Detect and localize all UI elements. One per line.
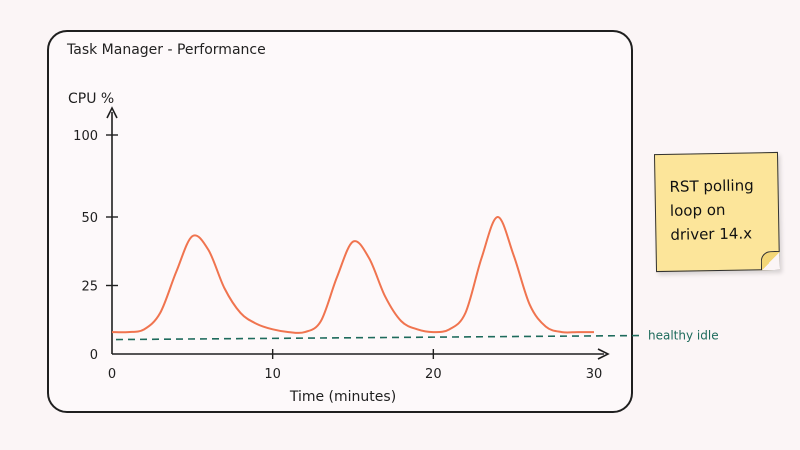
cpu-usage-line — [111, 216, 594, 335]
task-manager-window — [47, 30, 633, 413]
chart-ticks: 0 25 50 100 0 10 20 30 — [73, 129, 602, 382]
window-title: Task Manager - Performance — [67, 42, 266, 58]
sticky-note-text: RST polling loop on driver 14.x — [669, 176, 754, 244]
y-tick-label: 25 — [81, 280, 98, 295]
y-tick-label: 100 — [73, 129, 98, 144]
chart-axes: CPU % Time (minutes) — [68, 91, 610, 405]
sticky-note-curl — [760, 250, 781, 271]
healthy-idle-line — [115, 334, 641, 341]
x-tick-label: 30 — [586, 367, 603, 382]
y-axis-arrow — [106, 106, 118, 119]
y-tick-label: 50 — [81, 211, 98, 226]
reference-line-group: healthy idle — [115, 329, 719, 343]
y-axis-label: CPU % — [68, 91, 114, 107]
chart-series — [111, 216, 594, 335]
x-tick-label: 10 — [264, 367, 281, 382]
sticky-note: RST polling loop on driver 14.x — [653, 151, 781, 273]
x-tick-label: 20 — [425, 367, 442, 382]
x-tick-label: 0 — [108, 367, 116, 382]
y-tick-label: 0 — [90, 348, 98, 363]
x-axis-label: Time (minutes) — [289, 389, 396, 405]
healthy-idle-label: healthy idle — [648, 329, 719, 343]
x-axis-arrow — [597, 348, 610, 360]
